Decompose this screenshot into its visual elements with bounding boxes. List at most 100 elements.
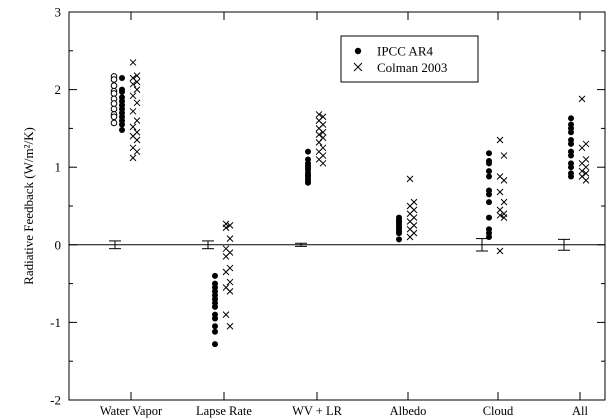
x-category-label: Lapse Rate xyxy=(196,404,252,418)
data-point-colman-2003 xyxy=(129,154,137,162)
y-tick-label: 2 xyxy=(55,82,62,97)
data-point-colman-2003 xyxy=(222,268,230,276)
x-category-label: Cloud xyxy=(483,404,514,418)
error-bar xyxy=(202,240,214,250)
legend-marker-colman-2003 xyxy=(353,62,363,72)
data-point-colman-2003 xyxy=(500,214,508,221)
data-point-colman-2003 xyxy=(129,92,137,100)
data-point-colman-2003 xyxy=(133,78,141,86)
data-point-ipcc-ar4 xyxy=(305,179,311,186)
data-point-ipcc-ar4 xyxy=(212,328,218,335)
data-point-colman-2003 xyxy=(578,167,586,175)
data-point-ipcc-ar4 xyxy=(119,121,125,128)
data-point-ipcc-ar4 xyxy=(212,341,218,348)
legend-marker-ipcc-ar4 xyxy=(354,47,362,55)
data-point-open-circle xyxy=(110,105,118,113)
data-point-colman-2003 xyxy=(582,177,590,184)
data-point-colman-2003 xyxy=(582,170,590,177)
data-point-open-circle xyxy=(110,119,118,127)
data-point-colman-2003 xyxy=(500,177,508,184)
data-point-ipcc-ar4 xyxy=(568,164,574,171)
y-tick-label: -2 xyxy=(50,393,61,408)
y-tick-label: -1 xyxy=(50,315,61,330)
data-point-colman-2003 xyxy=(226,235,234,242)
data-point-ipcc-ar4 xyxy=(486,191,492,198)
data-point-ipcc-ar4 xyxy=(305,148,311,155)
data-point-colman-2003 xyxy=(319,128,327,136)
data-point-ipcc-ar4 xyxy=(119,74,125,81)
y-axis-title: Radiative Feedback (W/m²/K) xyxy=(21,127,36,285)
data-point-colman-2003 xyxy=(133,72,141,79)
data-point-colman-2003 xyxy=(319,159,327,167)
data-point-colman-2003 xyxy=(578,144,586,152)
data-point-ipcc-ar4 xyxy=(212,323,218,330)
data-point-colman-2003 xyxy=(222,224,230,232)
data-point-ipcc-ar4 xyxy=(212,272,218,279)
data-point-ipcc-ar4 xyxy=(119,126,125,133)
data-point-ipcc-ar4 xyxy=(396,230,402,237)
data-point-ipcc-ar4 xyxy=(486,168,492,175)
data-point-open-circle xyxy=(110,76,118,83)
data-point-colman-2003 xyxy=(226,288,234,295)
plot-frame xyxy=(68,11,606,401)
error-bar xyxy=(109,240,121,250)
y-tick-label: 3 xyxy=(55,5,62,20)
data-point-open-circle xyxy=(110,82,118,90)
legend-label-colman-2003: Colman 2003 xyxy=(377,60,447,75)
data-point-colman-2003 xyxy=(222,311,230,318)
data-point-ipcc-ar4 xyxy=(212,315,218,322)
data-point-colman-2003 xyxy=(578,95,586,103)
data-point-colman-2003 xyxy=(315,131,323,138)
legend-box xyxy=(340,35,479,83)
error-bar xyxy=(476,238,488,252)
data-point-colman-2003 xyxy=(226,322,234,330)
data-point-colman-2003 xyxy=(496,136,504,144)
data-point-colman-2003 xyxy=(133,117,141,124)
data-point-colman-2003 xyxy=(133,86,141,93)
x-category-label: Water Vapor xyxy=(100,404,163,418)
data-point-colman-2003 xyxy=(133,148,141,156)
data-point-colman-2003 xyxy=(222,253,230,260)
y-tick-label: 1 xyxy=(55,160,62,175)
y-tick-labels: -2 -1 0 1 2 3 xyxy=(50,5,61,408)
data-point-colman-2003 xyxy=(496,188,504,196)
x-category-label: Albedo xyxy=(390,404,427,418)
data-point-ipcc-ar4 xyxy=(486,234,492,241)
data-point-open-circle xyxy=(110,113,118,121)
x-category-labels: Water Vapor Lapse Rate WV + LR Albedo Cloud A… xyxy=(100,404,589,418)
data-marks xyxy=(110,59,590,348)
data-point-ipcc-ar4 xyxy=(568,173,574,180)
data-point-ipcc-ar4 xyxy=(212,303,218,310)
data-point-colman-2003 xyxy=(129,107,137,115)
data-point-colman-2003 xyxy=(129,123,137,131)
x-category-label: WV + LR xyxy=(292,404,343,418)
data-point-colman-2003 xyxy=(500,152,508,159)
data-point-ipcc-ar4 xyxy=(568,152,574,159)
data-point-colman-2003 xyxy=(133,136,141,144)
data-point-colman-2003 xyxy=(129,59,137,66)
error-bar xyxy=(295,242,307,247)
axes xyxy=(69,11,605,401)
data-point-ipcc-ar4 xyxy=(486,173,492,180)
data-point-open-circle xyxy=(110,90,118,97)
data-point-colman-2003 xyxy=(129,80,137,88)
legend-label-ipcc-ar4: IPCC AR4 xyxy=(377,44,433,59)
data-point-colman-2003 xyxy=(315,111,323,118)
data-point-colman-2003 xyxy=(500,198,508,206)
data-point-ipcc-ar4 xyxy=(396,236,402,243)
x-category-label: All xyxy=(572,404,589,418)
data-point-ipcc-ar4 xyxy=(568,140,574,147)
legend: IPCC AR4 Colman 2003 xyxy=(340,35,479,83)
data-point-ipcc-ar4 xyxy=(486,214,492,221)
data-point-colman-2003 xyxy=(226,278,234,286)
data-point-ipcc-ar4 xyxy=(568,129,574,136)
error-bar xyxy=(558,238,570,251)
data-point-ipcc-ar4 xyxy=(486,160,492,167)
data-point-ipcc-ar4 xyxy=(568,115,574,122)
data-point-colman-2003 xyxy=(133,99,141,107)
data-point-ipcc-ar4 xyxy=(486,150,492,157)
error-bar-layer xyxy=(109,238,570,252)
data-point-colman-2003 xyxy=(496,247,504,255)
data-point-ipcc-ar4 xyxy=(119,88,125,95)
